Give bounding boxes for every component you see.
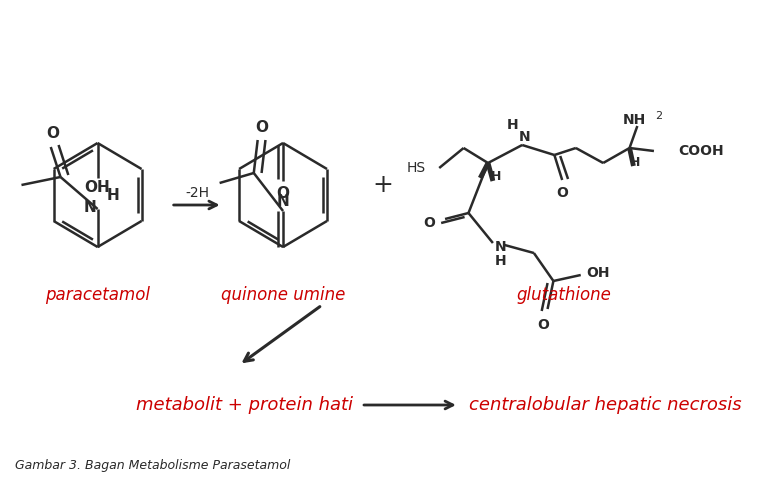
Text: metabolit + protein hati: metabolit + protein hati <box>136 396 353 414</box>
Text: 2: 2 <box>655 111 662 121</box>
Text: H: H <box>495 254 506 268</box>
Text: H: H <box>491 170 501 183</box>
Text: OH: OH <box>85 180 110 195</box>
Text: Gambar 3. Bagan Metabolisme Parasetamol: Gambar 3. Bagan Metabolisme Parasetamol <box>15 458 290 471</box>
Text: O: O <box>46 126 59 141</box>
Text: O: O <box>276 185 290 200</box>
Text: OH: OH <box>587 266 610 280</box>
Text: O: O <box>424 216 435 230</box>
Text: N: N <box>83 199 96 214</box>
Text: glutathione: glutathione <box>516 286 611 304</box>
Text: HS: HS <box>406 161 425 175</box>
Text: NH: NH <box>623 113 646 127</box>
Text: centralobular hepatic necrosis: centralobular hepatic necrosis <box>469 396 741 414</box>
Text: H: H <box>630 155 641 168</box>
Text: COOH: COOH <box>679 144 724 158</box>
Text: H: H <box>506 118 518 132</box>
Text: N: N <box>276 194 290 209</box>
Text: O: O <box>557 186 568 200</box>
Text: N: N <box>518 130 530 144</box>
Text: N: N <box>495 240 506 254</box>
Text: H: H <box>107 187 120 202</box>
Text: O: O <box>538 318 550 332</box>
Text: +: + <box>372 173 393 197</box>
Text: paracetamol: paracetamol <box>45 286 150 304</box>
Text: O: O <box>255 120 268 135</box>
Text: -2H: -2H <box>185 186 209 200</box>
Text: quinone umine: quinone umine <box>221 286 345 304</box>
